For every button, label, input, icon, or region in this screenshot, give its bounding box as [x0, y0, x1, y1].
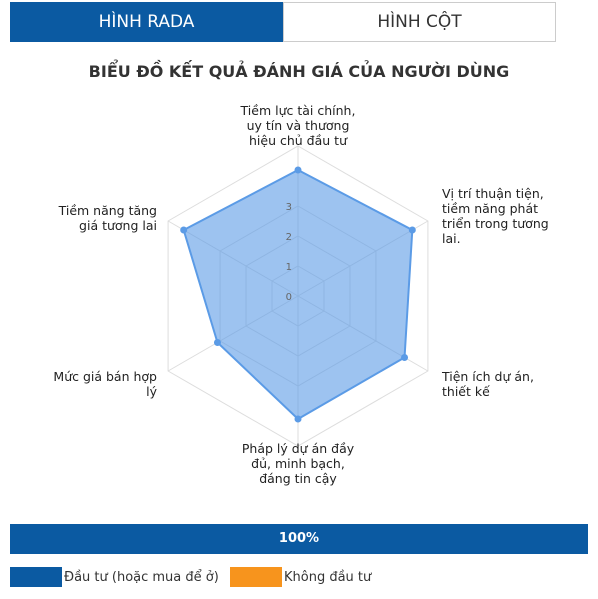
legend-item: Đầu tư (hoặc mua để ở) [10, 567, 219, 587]
axis-label: Mức giá bán hợp lý [53, 369, 157, 399]
tick-label: 0 [286, 292, 292, 303]
tab[interactable]: HÌNH RADA [10, 2, 283, 42]
legend-label: Đầu tư (hoặc mua để ở) [64, 569, 219, 585]
legend-swatch [10, 567, 62, 587]
point [180, 226, 188, 234]
progress-label: 100% [278, 531, 320, 546]
chart-title: BIỂU ĐỒ KẾT QUẢ ĐÁNH GIÁ CỦA NGƯỜI DÙNG [88, 62, 510, 81]
point [294, 166, 302, 174]
chart: 0 1 2 3 [167, 145, 429, 447]
progress-bar: 100% [10, 524, 588, 554]
axis-label: Vị trí thuận tiện, tiềm năng phát triển … [442, 186, 549, 246]
axis-label: Tiềm lực tài chính, uy tín và thương hiệ… [240, 103, 356, 148]
point [401, 354, 409, 361]
tick-label: 2 [286, 232, 292, 243]
legend-label: Không đầu tư [284, 569, 372, 585]
axis-label: Tiện ích dự án, thiết kế [442, 369, 534, 399]
legend-item: Không đầu tư [230, 567, 371, 587]
tick-label: 3 [286, 202, 292, 213]
tab[interactable]: HÌNH CỘT [283, 2, 556, 42]
radar-area [182, 168, 414, 421]
point [408, 226, 416, 234]
axis-label: Tiềm năng tăng giá tương lai [58, 203, 157, 233]
tick-label: 1 [286, 262, 292, 273]
axis-label: Pháp lý dự án đầy đủ, minh bạch, đáng ti… [241, 441, 355, 486]
point [213, 339, 221, 346]
point [294, 415, 302, 423]
progress-fill [10, 524, 588, 554]
legend-swatch [230, 567, 282, 587]
